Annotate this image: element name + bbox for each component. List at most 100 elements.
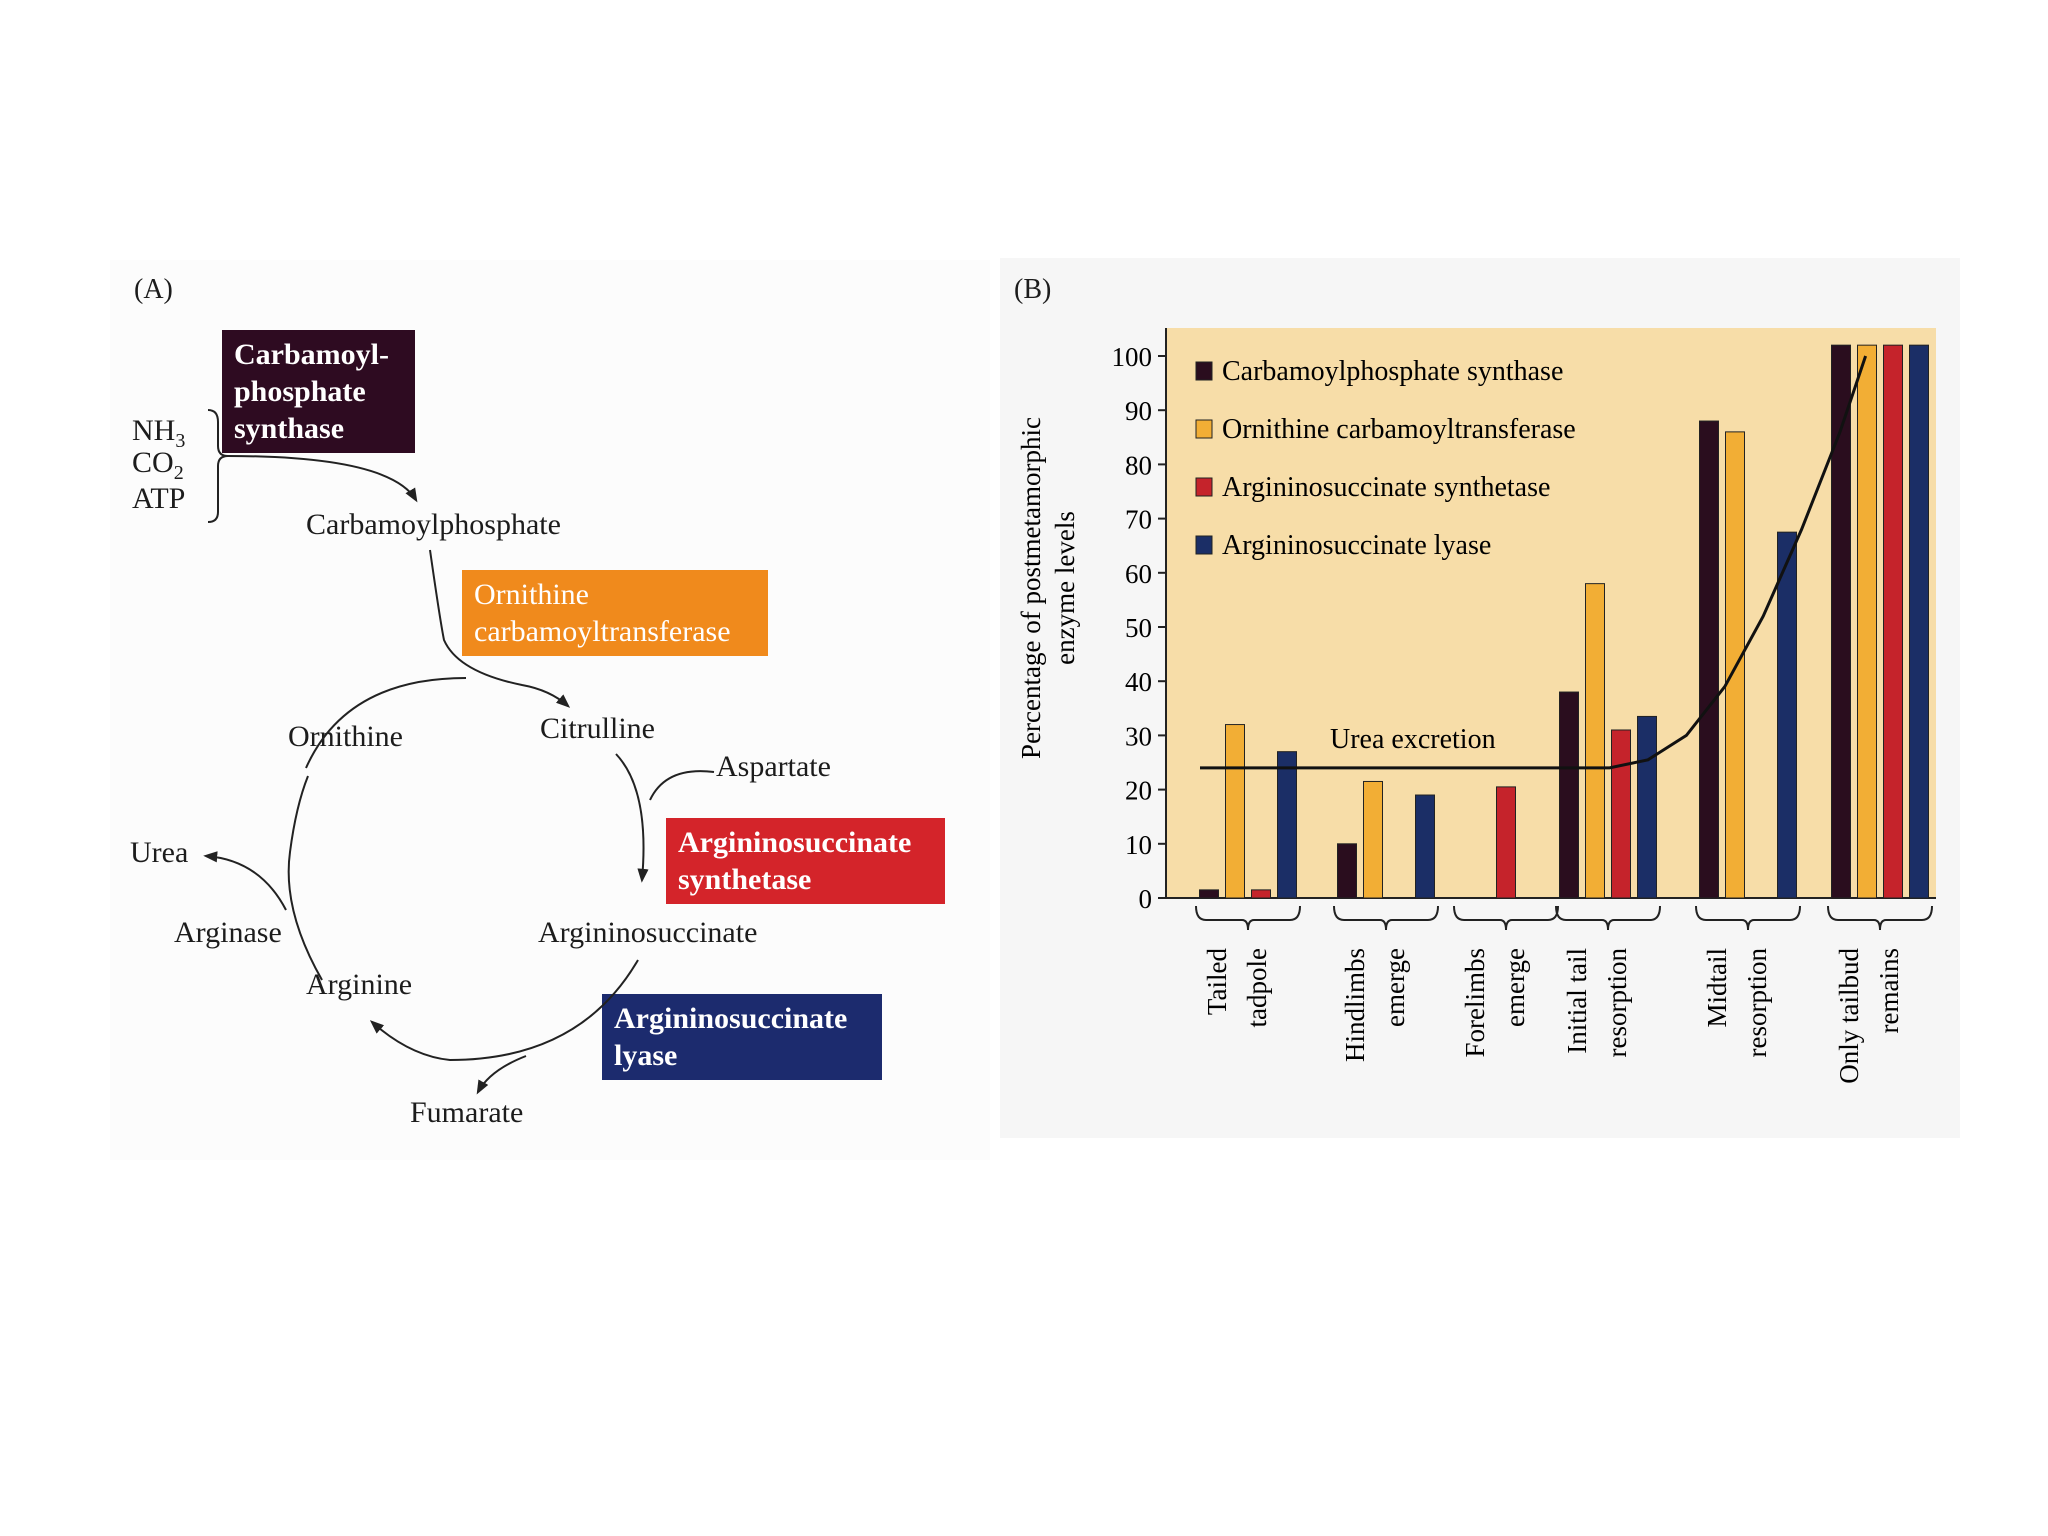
category-bracket: [1827, 905, 1933, 931]
molecule-fumarate: Fumarate: [410, 1096, 524, 1129]
x-category-label: tadpole: [1242, 948, 1272, 1027]
bar: [1831, 344, 1851, 899]
reactant-co2: CO2: [132, 446, 184, 484]
x-category-label: Midtail: [1702, 948, 1732, 1028]
arrow-aspartate-in: [649, 770, 715, 801]
bar: [1883, 344, 1903, 899]
molecule-arginine: Arginine: [306, 968, 413, 1001]
legend-label: Carbamoylphosphate synthase: [1222, 356, 1563, 387]
y-tick-label: 90: [1125, 396, 1152, 426]
y-tick-label: 10: [1125, 830, 1152, 860]
y-tick-label: 0: [1139, 884, 1153, 914]
arrow-argininosuccinate-to-arginine: [369, 959, 639, 1062]
enzyme-box-carbamoylphosphate-synthase: Carbamoyl- phosphate synthase: [222, 330, 415, 453]
bar: [1699, 420, 1719, 899]
enzyme-box-argininosuccinate-lyase: Argininosuccinate lyase: [602, 994, 882, 1080]
molecule-carbamoylphosphate: Carbamoylphosphate: [306, 508, 561, 541]
bar: [1909, 344, 1929, 899]
y-tick-label: 70: [1125, 505, 1152, 535]
bar: [1637, 715, 1657, 899]
reactant-brace: [207, 409, 229, 523]
legend-label: Argininosuccinate synthetase: [1222, 472, 1550, 503]
arrow-to-fumarate: [476, 1055, 527, 1095]
legend-swatch: [1195, 535, 1213, 555]
x-category-label: Hindlimbs: [1340, 948, 1370, 1062]
urea-excretion-curve: [1200, 355, 1868, 770]
category-bracket: [1195, 905, 1301, 931]
enzyme-box-argininosuccinate-synthetase: Argininosuccinate synthetase: [666, 818, 945, 904]
bar: [1363, 780, 1383, 899]
y-tick-label: 40: [1125, 667, 1152, 697]
x-category-label: remains: [1874, 948, 1904, 1033]
y-tick-label: 80: [1125, 450, 1152, 480]
x-category-label: Forelimbs: [1460, 948, 1490, 1058]
cycle-arc-ornithine-citrulline: [305, 677, 467, 769]
otc-label-line2: carbamoyltransferase: [474, 615, 731, 648]
otc-label-line1: Ornithine: [474, 578, 589, 611]
bar: [1611, 729, 1631, 899]
ass-label-line2: synthetase: [678, 863, 812, 896]
enzyme-box-ornithine-carbamoyltransferase: Ornithine carbamoyltransferase: [462, 570, 768, 656]
y-axis-title-line1: Percentage of postmetamorphic: [1016, 417, 1046, 759]
molecule-citrulline: Citrulline: [540, 712, 655, 745]
y-tick-label: 30: [1125, 721, 1152, 751]
x-category-label: Initial tail: [1562, 948, 1592, 1054]
category-bracket: [1555, 905, 1661, 931]
molecule-urea: Urea: [130, 836, 189, 869]
bar: [1337, 843, 1357, 899]
panel-a-label: (A): [134, 274, 173, 305]
x-category-label: emerge: [1380, 948, 1410, 1027]
legend-swatch: [1195, 477, 1213, 497]
molecule-ornithine: Ornithine: [288, 720, 403, 753]
category-bracket: [1453, 905, 1559, 931]
y-tick-label: 100: [1112, 342, 1153, 372]
enzyme-label-arginase: Arginase: [174, 916, 282, 949]
molecule-argininosuccinate: Argininosuccinate: [538, 916, 758, 949]
x-category-label: Tailed: [1202, 948, 1232, 1016]
urea-cycle-diagram: (A) Carbamoyl- phosphate synthase NH3 CO…: [110, 260, 990, 1160]
bar: [1585, 583, 1605, 899]
bar: [1225, 724, 1245, 899]
category-bracket: [1695, 905, 1801, 931]
cycle-arrows: [203, 409, 715, 1095]
bar: [1199, 889, 1219, 899]
legend-swatch: [1195, 419, 1213, 439]
cps-label-line3: synthase: [234, 412, 345, 445]
y-axis-title-line2: enzyme levels: [1050, 511, 1080, 665]
molecule-aspartate: Aspartate: [716, 750, 831, 783]
asl-label-line1: Argininosuccinate: [614, 1002, 848, 1035]
bar: [1415, 794, 1435, 899]
enzyme-level-chart-panel: (B) Percentage of postmetamorphic enzyme…: [1000, 258, 1960, 1138]
reactant-atp: ATP: [132, 482, 186, 515]
enzyme-bar-chart: Percentage of postmetamorphic enzyme lev…: [1016, 328, 1936, 1084]
asl-label-line2: lyase: [614, 1039, 678, 1072]
legend-swatch: [1195, 361, 1213, 381]
cps-label-line2: phosphate: [234, 375, 366, 408]
cycle-arc-arginine-ornithine: [287, 775, 323, 981]
ass-label-line1: Argininosuccinate: [678, 826, 912, 859]
bar: [1777, 531, 1797, 899]
category-bracket: [1333, 905, 1439, 931]
x-category-label: resorption: [1602, 948, 1632, 1058]
x-category-label: emerge: [1500, 948, 1530, 1027]
x-category-label: Only tailbud: [1834, 948, 1864, 1084]
arrow-citrulline-to-argininosuccinate: [615, 753, 649, 883]
panel-b-label: (B): [1014, 274, 1052, 305]
bar: [1496, 786, 1516, 899]
bar: [1277, 751, 1297, 899]
reactant-nh3: NH3: [132, 414, 186, 452]
urea-excretion-label: Urea excretion: [1330, 724, 1496, 755]
bar: [1559, 691, 1579, 899]
cps-label-line1: Carbamoyl-: [234, 338, 389, 371]
x-category-label: resorption: [1742, 948, 1772, 1058]
bar: [1857, 344, 1877, 899]
y-tick-label: 50: [1125, 613, 1152, 643]
y-tick-label: 20: [1125, 776, 1152, 806]
bar: [1251, 889, 1271, 899]
arrow-to-carbamoylphosphate: [227, 455, 418, 503]
arrow-arginine-to-urea: [203, 851, 287, 911]
legend-label: Argininosuccinate lyase: [1222, 530, 1491, 561]
y-tick-label: 60: [1125, 559, 1152, 589]
arrow-carbamoylphosphate-to-citrulline: [429, 549, 571, 708]
legend-label: Ornithine carbamoyltransferase: [1222, 414, 1576, 445]
